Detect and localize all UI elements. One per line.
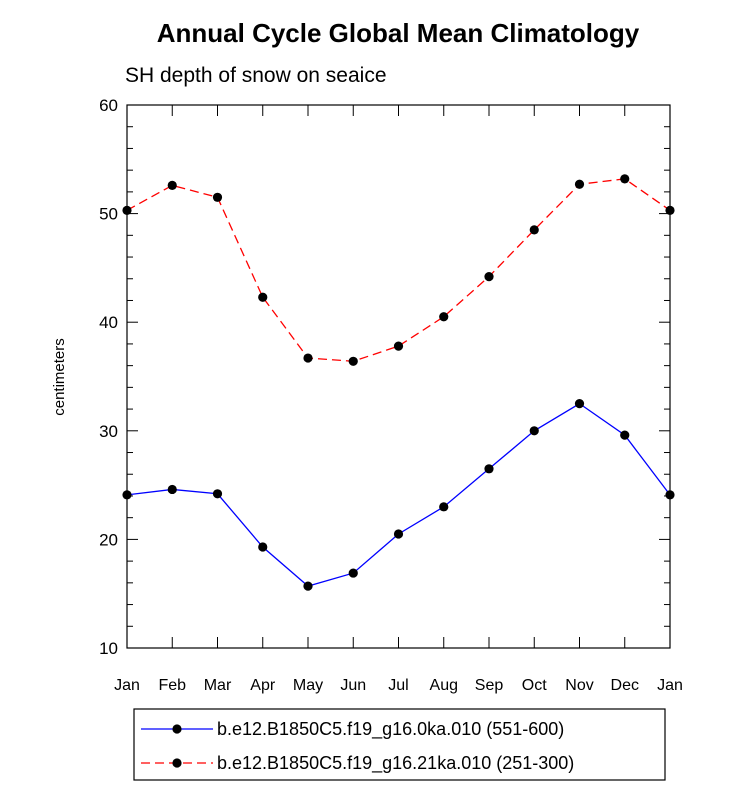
series-2-point (665, 205, 675, 215)
plot-frame (126, 104, 671, 649)
x-tick-label: Jan (657, 677, 683, 694)
series-1-point (393, 529, 404, 539)
x-tick-label: Jun (340, 677, 366, 694)
series-layer (122, 174, 675, 591)
series-1-point (167, 484, 177, 495)
series-1-point (665, 490, 675, 500)
x-tick-label: May (293, 677, 323, 694)
series-2-point (303, 353, 313, 363)
legend: b.e12.B1850C5.f19_g16.0ka.010 (551-600) b… (133, 708, 666, 781)
series-2-point (484, 271, 494, 282)
chart-subtitle: SH depth of snow on seaice (125, 64, 387, 87)
y-axis-label: centimeters (51, 338, 68, 416)
series-2-point (348, 356, 358, 366)
y-tick-label: 20 (99, 530, 118, 549)
series-2-point (574, 179, 585, 189)
y-tick-label: 60 (99, 96, 118, 115)
x-tick-label: Jan (114, 677, 140, 694)
series-1-point (258, 542, 268, 552)
x-tick-label: Sep (475, 677, 504, 694)
series-line-2 (126, 178, 671, 362)
y-tick-label: 10 (99, 639, 118, 658)
series-2-point (620, 174, 630, 184)
series-line-1 (126, 402, 671, 587)
legend-marker-1 (172, 724, 182, 734)
series-2-point (212, 192, 223, 202)
axes: 10 20 30 40 50 60 Jan Feb Mar Apr May Jun Jul Aug Sep O… (99, 96, 683, 694)
legend-box (133, 708, 666, 781)
x-tick-label: Jul (388, 677, 408, 694)
x-tick-label: Oct (522, 677, 547, 694)
x-tick-label: Nov (565, 677, 593, 694)
y-tick-label: 30 (99, 422, 118, 441)
series-1-point (620, 430, 630, 440)
series-1-point (484, 464, 494, 474)
series-1-point (303, 581, 313, 591)
series-1-point (212, 489, 223, 499)
legend-label-2: b.e12.B1850C5.f19_g16.21ka.010 (251-300) (217, 753, 574, 774)
series-2-point (122, 205, 132, 215)
x-tick-label: Apr (250, 677, 276, 694)
series-2-point (529, 225, 539, 235)
series-1-point (122, 490, 132, 500)
legend-label-1: b.e12.B1850C5.f19_g16.0ka.010 (551-600) (217, 719, 564, 740)
series-1-point (439, 502, 449, 512)
series-1-point (348, 568, 358, 578)
x-tick-label: Aug (430, 677, 458, 694)
y-tick-label: 50 (99, 205, 118, 224)
series-2-point (439, 312, 449, 322)
series-1-point (574, 399, 585, 409)
series-2-point (167, 180, 177, 190)
x-tick-label: Feb (158, 677, 186, 694)
series-1-point (529, 426, 539, 436)
series-2-point (393, 341, 404, 351)
series-2-point (258, 292, 268, 302)
chart-title: Annual Cycle Global Mean Climatology (157, 18, 640, 48)
x-tick-label: Mar (204, 677, 232, 694)
y-tick-label: 40 (99, 313, 118, 332)
x-tick-label: Dec (611, 677, 639, 694)
legend-marker-2 (172, 758, 182, 768)
